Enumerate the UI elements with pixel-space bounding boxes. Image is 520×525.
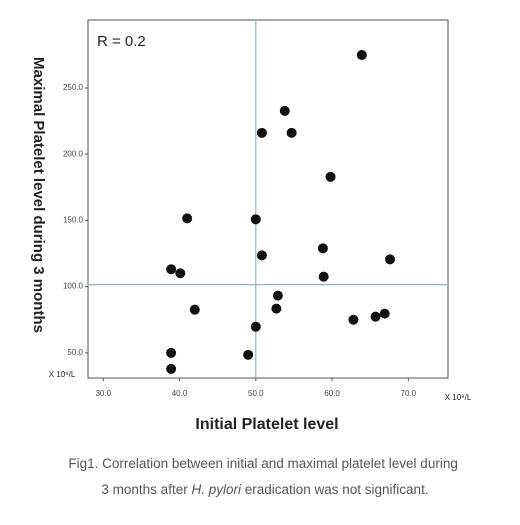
- point: [279, 105, 290, 116]
- x-tick-label: 70.0: [401, 389, 417, 398]
- point: [166, 363, 177, 374]
- point: [250, 321, 261, 332]
- y-tick-label: 100.0: [63, 282, 84, 291]
- point: [325, 171, 336, 182]
- point: [182, 213, 193, 224]
- y-tick-label: 150.0: [63, 215, 84, 224]
- point: [272, 290, 283, 301]
- plot-frame: [87, 19, 449, 379]
- point: [256, 127, 267, 138]
- point: [385, 254, 396, 265]
- x-tick-label: 40.0: [172, 389, 188, 398]
- point: [379, 308, 390, 319]
- point: [370, 311, 381, 322]
- caption-line: Fig1. Correlation between initial and ma…: [68, 456, 457, 471]
- point: [243, 349, 254, 360]
- x-tick-label: 30.0: [95, 389, 111, 398]
- y-tick-label: 200.0: [63, 149, 84, 158]
- x-axis-label: Initial Platelet level: [195, 416, 338, 433]
- point: [166, 264, 177, 275]
- point: [356, 49, 367, 60]
- y-tick-label: 50.0: [67, 348, 83, 357]
- point: [256, 250, 267, 261]
- point: [286, 127, 297, 138]
- annotation: R = 0.2: [97, 33, 146, 50]
- point: [189, 304, 200, 315]
- point: [318, 271, 329, 282]
- y-axis-label: Maximal Platelet level during 3 months: [30, 57, 47, 333]
- x-unit: X 10⁹/L: [445, 393, 472, 402]
- y-unit: X 10⁹/L: [49, 370, 76, 379]
- y-tick-label: 250.0: [63, 83, 84, 92]
- point: [166, 347, 177, 358]
- x-tick-label: 50.0: [248, 389, 264, 398]
- caption-italic: H. pylori: [191, 482, 242, 497]
- x-tick-label: 60.0: [324, 389, 340, 398]
- point: [271, 303, 282, 314]
- point: [317, 243, 328, 254]
- point: [175, 268, 186, 279]
- caption: Fig1. Correlation between initial and ma…: [68, 456, 461, 497]
- caption-text: 3 months after: [101, 482, 191, 497]
- caption-text: eradication was not significant.: [241, 482, 429, 497]
- point: [348, 314, 359, 325]
- point: [250, 214, 261, 225]
